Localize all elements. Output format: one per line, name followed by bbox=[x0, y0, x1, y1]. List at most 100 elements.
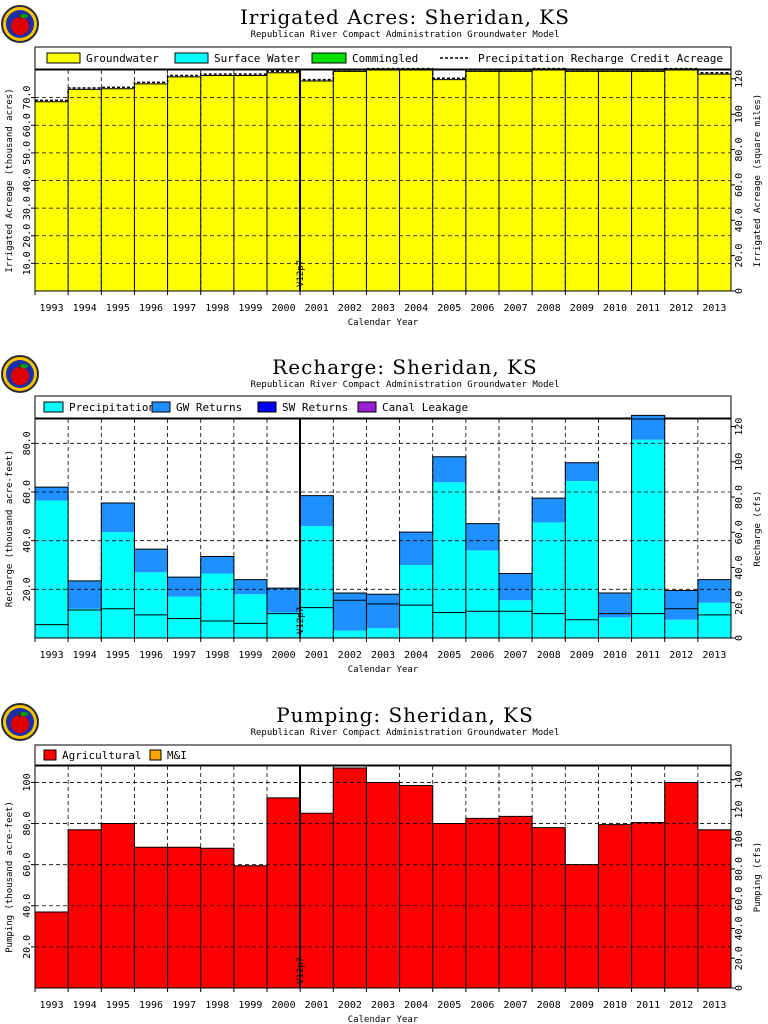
legend-label: Groundwater bbox=[86, 52, 159, 65]
x-tick-label: 1998 bbox=[205, 303, 229, 314]
bar bbox=[598, 824, 632, 988]
x-tick-label: 1993 bbox=[40, 303, 64, 314]
x-tick-label: 1999 bbox=[238, 303, 262, 314]
x-tick-label: 2003 bbox=[371, 1000, 395, 1011]
apple-logo-icon bbox=[1, 355, 39, 393]
y-tick-label: 30.0 bbox=[22, 196, 33, 220]
bar bbox=[664, 782, 698, 988]
bar bbox=[664, 619, 698, 638]
bar bbox=[697, 74, 731, 291]
bar bbox=[233, 594, 267, 638]
x-tick-label: 2007 bbox=[504, 303, 528, 314]
bar bbox=[366, 594, 400, 629]
bar bbox=[598, 617, 632, 638]
y-right-tick-label: 100 bbox=[734, 830, 745, 848]
x-tick-label: 2007 bbox=[504, 650, 528, 661]
x-tick-label: 2009 bbox=[570, 1000, 594, 1011]
x-tick-label: 2008 bbox=[537, 650, 561, 661]
bar bbox=[134, 847, 168, 988]
bar bbox=[333, 71, 367, 291]
y-right-tick-label: 100 bbox=[734, 453, 745, 471]
series-agricultural bbox=[35, 768, 731, 988]
bar bbox=[300, 81, 334, 291]
x-tick-label: 2009 bbox=[570, 303, 594, 314]
bar bbox=[465, 550, 499, 638]
chart-title: Irrigated Acres: Sheridan, KS bbox=[240, 5, 570, 29]
x-tick-label: 2010 bbox=[603, 650, 627, 661]
bar bbox=[233, 865, 267, 988]
bar bbox=[233, 75, 267, 292]
bar bbox=[399, 785, 433, 988]
x-axis: 1993 1994 1995 1996 1997 1998 1999 2000 2001 2002… bbox=[34, 291, 726, 328]
bar bbox=[267, 72, 301, 291]
y-right-tick-label: 0 bbox=[734, 635, 745, 641]
legend-swatch bbox=[149, 749, 162, 761]
y-right-tick-label: 60.0 bbox=[734, 520, 745, 544]
bar bbox=[200, 848, 234, 988]
legend-swatch bbox=[43, 401, 64, 413]
y-tick-label: 80.0 bbox=[22, 431, 33, 455]
x-tick-label: 2012 bbox=[669, 650, 693, 661]
x-tick-label: 2013 bbox=[702, 303, 726, 314]
y-axis-label: Irrigated Acreage (thousand acres) bbox=[5, 88, 15, 272]
bar bbox=[399, 565, 433, 638]
bar bbox=[200, 75, 234, 292]
x-tick-label: 1996 bbox=[139, 303, 163, 314]
x-tick-label: 1999 bbox=[238, 650, 262, 661]
bar bbox=[697, 602, 731, 638]
y-axis-right: 0 20.0 40.0 60.0 80.0 100 120 140 Pumping (cfs) bbox=[731, 771, 763, 991]
bar bbox=[35, 101, 69, 291]
bar bbox=[465, 523, 499, 551]
x-tick-label: 2005 bbox=[437, 1000, 461, 1011]
legend-label: Commingled bbox=[352, 52, 418, 65]
y-tick-label: 40.0 bbox=[22, 529, 33, 553]
legend-swatch bbox=[174, 52, 209, 64]
x-tick-label: 2007 bbox=[504, 1000, 528, 1011]
x-tick-label: 2009 bbox=[570, 650, 594, 661]
y-right-tick-label: 40.0 bbox=[734, 208, 745, 232]
bar bbox=[68, 580, 102, 609]
x-tick-label: 2013 bbox=[702, 1000, 726, 1011]
chart-panel-1: Irrigated Acres: Sheridan, KSRepublican … bbox=[1, 5, 763, 328]
bar bbox=[300, 526, 334, 638]
bar bbox=[631, 439, 665, 638]
legend-swatch bbox=[43, 749, 57, 761]
bar bbox=[565, 462, 599, 482]
x-tick-label: 2004 bbox=[404, 650, 428, 661]
y-axis-left: 10.0 20.0 30.0 40.0 50.0 60.0 70.0 Irrigated Ac… bbox=[5, 86, 35, 275]
x-tick-label: 1995 bbox=[106, 650, 130, 661]
x-tick-label: 1996 bbox=[139, 650, 163, 661]
x-tick-label: 1994 bbox=[73, 1000, 97, 1011]
y-tick-label: 20.0 bbox=[22, 577, 33, 601]
plot-area bbox=[34, 418, 732, 639]
bar bbox=[532, 522, 566, 638]
bar bbox=[134, 549, 168, 573]
y-tick-label: 20.0 bbox=[22, 224, 33, 248]
bar bbox=[499, 71, 533, 291]
x-tick-label: 2004 bbox=[404, 1000, 428, 1011]
version-marker-label: V12p7 bbox=[296, 260, 306, 287]
y-right-tick-label: 20.0 bbox=[734, 946, 745, 970]
x-tick-label: 1995 bbox=[106, 303, 130, 314]
bar bbox=[532, 498, 566, 523]
bar bbox=[432, 482, 466, 638]
legend-label: Agricultural bbox=[62, 749, 141, 762]
bar bbox=[101, 88, 135, 291]
legend-swatch bbox=[311, 52, 347, 64]
apple-logo-icon bbox=[1, 703, 39, 741]
bar bbox=[167, 847, 201, 988]
bar bbox=[465, 818, 499, 988]
x-tick-label: 1999 bbox=[238, 1000, 262, 1011]
x-axis-label: Calendar Year bbox=[348, 318, 419, 328]
bar bbox=[35, 500, 69, 638]
legend-label: SW Returns bbox=[282, 401, 348, 414]
y-right-tick-label: 120 bbox=[734, 418, 745, 436]
legend-swatch bbox=[46, 52, 81, 64]
legend-swatch bbox=[257, 401, 277, 413]
x-tick-label: 2012 bbox=[669, 1000, 693, 1011]
y-right-tick-label: 100 bbox=[734, 105, 745, 123]
x-tick-label: 2003 bbox=[371, 303, 395, 314]
x-tick-label: 1997 bbox=[172, 1000, 196, 1011]
y-tick-label: 20.0 bbox=[22, 935, 33, 959]
y-right-tick-label: 80.0 bbox=[734, 857, 745, 881]
